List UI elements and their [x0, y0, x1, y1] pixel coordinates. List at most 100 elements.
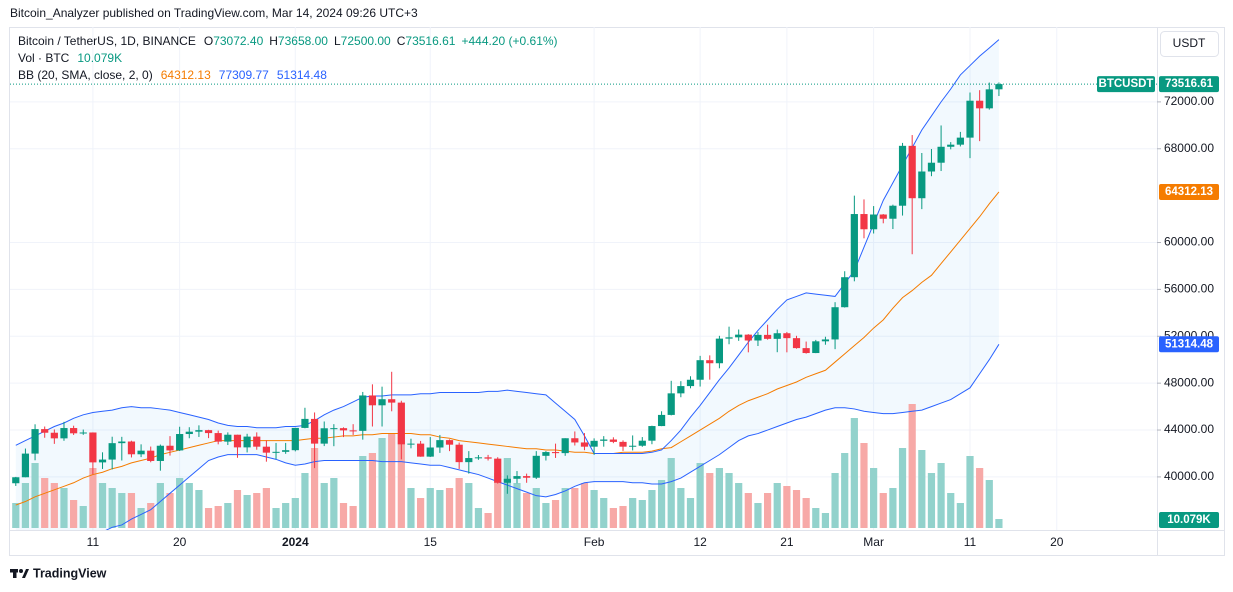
- candle-body: [253, 436, 261, 447]
- candle-body: [89, 432, 97, 463]
- candle-body: [262, 446, 270, 453]
- bb-lower-tag-bg: [1159, 336, 1219, 353]
- volume-bar: [763, 493, 772, 528]
- candle-body: [214, 433, 222, 442]
- last-price-tag-bg: [1159, 76, 1219, 93]
- candle-body: [484, 457, 492, 459]
- legend-row: Bitcoin / TetherUS, 1D, BINANCE O73072.40…: [18, 34, 558, 48]
- volume-bar: [474, 508, 483, 528]
- symbol-tag: BTCUSDT: [1099, 78, 1154, 90]
- candle-body: [802, 348, 810, 354]
- candle-body: [118, 441, 126, 444]
- volume-bar: [889, 488, 897, 528]
- legend-item: 64312.13: [161, 68, 211, 82]
- candle-body: [465, 458, 473, 463]
- volume-bar: [89, 468, 97, 528]
- volume-bar: [330, 478, 338, 528]
- volume-bar: [243, 495, 251, 528]
- volume-bar: [233, 490, 242, 528]
- x-tick-label: 2024: [282, 535, 309, 549]
- volume-bar: [378, 438, 386, 528]
- candle-body: [580, 442, 589, 447]
- candle-body: [966, 100, 974, 138]
- volume-bar: [812, 508, 820, 528]
- volume-bar: [947, 493, 955, 528]
- volume-bar: [253, 493, 261, 528]
- candle-body: [224, 434, 232, 442]
- published-note: Bitcoin_Analyzer published on TradingVie…: [10, 6, 418, 20]
- candle-body: [744, 334, 752, 341]
- volume-bar: [609, 508, 617, 528]
- volume-bar: [523, 493, 531, 528]
- legend-item: 73072.40: [213, 34, 263, 48]
- candle-body: [735, 334, 743, 338]
- candle-body: [523, 476, 531, 478]
- candle-body: [79, 432, 87, 434]
- currency-box[interactable]: [1160, 31, 1219, 57]
- volume-bar: [349, 506, 357, 528]
- legend-item: O: [204, 34, 213, 48]
- volume-bar: [484, 513, 492, 528]
- candle-body: [291, 427, 299, 451]
- volume-bar: [417, 498, 425, 528]
- volume-bar: [744, 493, 752, 528]
- candle-body: [108, 443, 116, 460]
- volume-bar: [937, 463, 945, 528]
- bb-basis-tag: 64312.13: [1165, 186, 1213, 198]
- y-tick-label: 40000.00: [1164, 469, 1214, 483]
- volume-bar: [870, 468, 878, 528]
- candle-body: [503, 478, 511, 483]
- currency-label[interactable]: USDT: [1173, 36, 1206, 50]
- legend-item: H: [269, 34, 278, 48]
- candle-body: [696, 360, 704, 380]
- candle-body: [368, 395, 377, 406]
- volume-bar: [956, 503, 964, 528]
- volume-bar: [580, 483, 589, 528]
- volume-bar: [407, 488, 415, 528]
- volume-bar: [108, 488, 116, 528]
- volume-bar: [918, 450, 926, 528]
- volume-bar: [291, 498, 299, 528]
- candle-body: [397, 402, 405, 445]
- volume-bar: [50, 483, 58, 528]
- candle-body: [561, 438, 569, 454]
- candle-body: [908, 145, 916, 199]
- volume-bar: [436, 490, 444, 528]
- candle-body: [301, 418, 309, 428]
- candle-body: [715, 338, 724, 364]
- candle-body: [455, 444, 463, 463]
- candle-body: [494, 458, 502, 483]
- candle-body: [898, 145, 907, 206]
- legend-item: Vol · BTC: [18, 51, 70, 65]
- candle-body: [725, 337, 733, 339]
- volume-tag-bg: [1159, 512, 1219, 528]
- candle-body: [870, 214, 878, 230]
- brand: TradingView: [33, 566, 107, 580]
- volume-bar: [445, 488, 454, 528]
- volume-bar: [465, 483, 473, 528]
- candle-body: [98, 459, 107, 463]
- x-tick-label: 11: [964, 535, 977, 549]
- volume-bar: [590, 490, 598, 528]
- candle-body: [706, 360, 714, 364]
- legend-item: 72500.00: [341, 34, 391, 48]
- volume-bar: [339, 503, 348, 528]
- volume-bar: [879, 493, 887, 528]
- candle-body: [21, 453, 30, 478]
- volume-bar: [310, 448, 319, 528]
- volume-bar: [224, 503, 232, 528]
- candle-body: [513, 476, 521, 479]
- y-tick-label: 68000.00: [1164, 141, 1214, 155]
- volume-bar: [783, 486, 791, 528]
- candle-body: [956, 137, 964, 145]
- candle-body: [657, 414, 666, 427]
- legend-item: +444.20 (+0.61%): [461, 34, 557, 48]
- volume-bar: [725, 473, 733, 528]
- volume-bar: [98, 483, 107, 528]
- volume-bar: [262, 488, 270, 528]
- candle-body: [417, 443, 425, 457]
- x-tick-label: 15: [424, 535, 438, 549]
- candle-body: [426, 447, 434, 457]
- volume-bar: [368, 453, 377, 528]
- legend-row: Vol · BTC 10.079K: [18, 51, 122, 65]
